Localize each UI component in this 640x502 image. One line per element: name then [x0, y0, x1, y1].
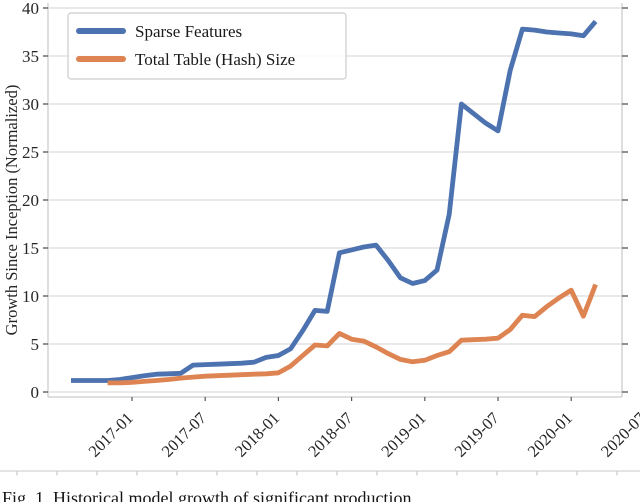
y-tick-label: 35	[22, 47, 39, 66]
svg-text:2020-01: 2020-01	[524, 408, 576, 460]
y-tick-label: 20	[22, 191, 39, 210]
y-axis-label: Growth Since Inception (Normalized)	[2, 85, 21, 336]
legend-box	[67, 12, 347, 80]
y-tick-label: 10	[22, 287, 39, 306]
series-line-sparse-features	[71, 19, 598, 383]
gridlines	[48, 7, 622, 393]
x-tick-label: 2019-01	[377, 408, 429, 460]
svg-text:Growth Since Inception (Normal: Growth Since Inception (Normalized)	[2, 85, 21, 336]
figure-caption: Fig. 1. Historical model growth of signi…	[2, 488, 412, 502]
y-tick-label: 30	[22, 95, 39, 114]
series-lines	[71, 19, 598, 386]
y-tick-label: 40	[22, 0, 39, 18]
x-tick-label: 2020-01	[524, 408, 576, 460]
svg-text:2020-07: 2020-07	[597, 408, 640, 460]
svg-text:2018-01: 2018-01	[231, 408, 283, 460]
x-tick-label: 2018-07	[304, 408, 356, 460]
y-tick-label: 25	[22, 143, 39, 162]
legend: Sparse Features Total Table (Hash) Size	[67, 12, 347, 80]
series-line-total-table-hash-size	[107, 283, 598, 386]
legend-label: Sparse Features	[135, 22, 242, 41]
x-tick-label: 2020-07	[597, 408, 640, 460]
svg-text:2019-01: 2019-01	[377, 408, 429, 460]
y-axis: 0 5 10 15 20 25 30 35 40	[22, 0, 628, 402]
svg-text:2019-07: 2019-07	[451, 408, 503, 460]
x-tick-label: 2017-01	[85, 408, 137, 460]
x-tick-label: 2017-07	[158, 408, 210, 460]
svg-text:2017-01: 2017-01	[85, 408, 137, 460]
legend-label: Total Table (Hash) Size	[135, 50, 295, 69]
y-tick-label: 15	[22, 239, 39, 258]
ruler-line	[0, 470, 640, 476]
y-tick-label: 5	[31, 335, 40, 354]
svg-text:2017-07: 2017-07	[158, 408, 210, 460]
y-tick-label: 0	[31, 383, 40, 402]
x-axis: 2017-01 2017-07 2018-01 2018-07 2019-01 2019-…	[85, 397, 640, 461]
x-tick-label: 2019-07	[451, 408, 503, 460]
svg-text:2018-07: 2018-07	[304, 408, 356, 460]
x-tick-label: 2018-01	[231, 408, 283, 460]
